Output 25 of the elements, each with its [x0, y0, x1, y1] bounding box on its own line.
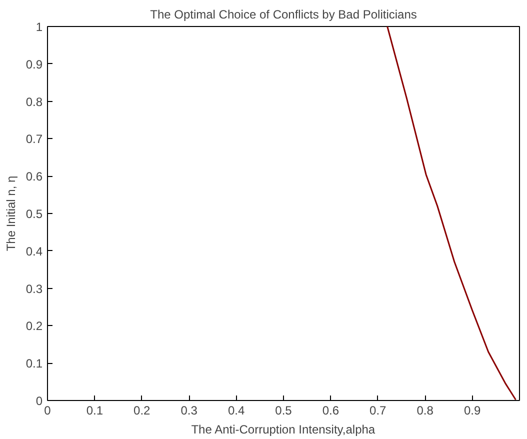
- x-tick-label: 0.4: [228, 404, 245, 418]
- y-tick-label: 0.9: [26, 57, 43, 72]
- y-tick-label: 0.4: [26, 244, 43, 258]
- y-tick-label: 0: [36, 394, 43, 408]
- x-tick-label: 0.9: [464, 404, 481, 418]
- x-tick-label: 0.8: [416, 404, 434, 418]
- x-tick-label: 0.7: [370, 404, 387, 418]
- y-tick-label: 0.2: [26, 319, 43, 334]
- y-tick-label: 1: [36, 20, 43, 34]
- x-tick-label: 0.1: [86, 404, 104, 418]
- y-tick-label: 0.8: [26, 94, 43, 109]
- y-tick-label: 0.6: [26, 170, 43, 184]
- line-series: [386, 26, 516, 400]
- y-tick-label: 0.5: [26, 207, 43, 221]
- x-axis-title: The Anti-Corruption Intensity,alpha: [191, 422, 376, 436]
- y-axis-title: The Initial n, η: [4, 176, 18, 252]
- y-tick-label: 0.3: [26, 282, 43, 296]
- y-tick-label: 0.7: [26, 132, 43, 146]
- x-tick-label: 0: [44, 404, 52, 418]
- x-tick-label: 0.5: [275, 404, 292, 418]
- y-tick-label: 0.1: [26, 356, 43, 371]
- x-tick-label: 0.3: [180, 404, 198, 418]
- chart-title: The Optimal Choice of Conflicts by Bad Politicians: [150, 8, 417, 22]
- x-tick-label: 0.6: [322, 404, 340, 418]
- x-tick-label: 0.2: [134, 404, 151, 418]
